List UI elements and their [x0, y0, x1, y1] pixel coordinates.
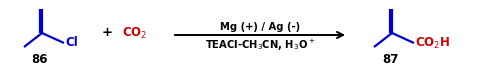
Text: 86: 86 — [32, 53, 48, 66]
Text: Cl: Cl — [65, 37, 78, 49]
Text: TEACl-CH$_3$CN, H$_3$O$^+$: TEACl-CH$_3$CN, H$_3$O$^+$ — [205, 38, 315, 53]
Text: CO$_2$: CO$_2$ — [122, 25, 147, 41]
Text: +: + — [102, 26, 112, 39]
Text: CO$_2$H: CO$_2$H — [415, 35, 450, 51]
Text: 87: 87 — [382, 53, 398, 66]
Text: Mg (+) / Ag (-): Mg (+) / Ag (-) — [220, 22, 300, 32]
